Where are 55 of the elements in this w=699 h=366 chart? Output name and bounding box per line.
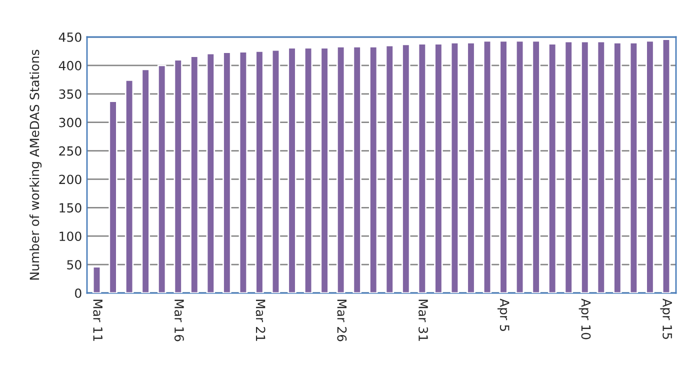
bar (450, 42, 460, 293)
bar (190, 56, 199, 293)
bar (320, 47, 329, 293)
x-tick-label: Mar 26 (337, 300, 347, 342)
bar (596, 40, 606, 293)
bar (548, 43, 557, 293)
bar (466, 42, 476, 293)
bar (336, 46, 346, 293)
bar (482, 40, 492, 293)
bar (629, 42, 638, 293)
bar (564, 40, 573, 293)
bar (402, 44, 410, 293)
bar (580, 40, 590, 293)
y-tick-label: 300 (59, 118, 82, 128)
x-tick-label: Mar 16 (174, 300, 184, 342)
y-tick-label: 400 (58, 60, 82, 70)
x-tick-label: Apr 15 (660, 298, 672, 339)
bar (108, 100, 118, 293)
bar (646, 40, 654, 293)
bar (206, 52, 216, 293)
bar (304, 47, 313, 293)
bar (271, 49, 280, 293)
bar (124, 80, 134, 293)
bar (141, 68, 150, 293)
y-tick-label: 50 (67, 260, 82, 270)
bar (418, 43, 427, 293)
y-tick-label: 150 (60, 203, 82, 213)
y-tick-label: 200 (59, 174, 82, 184)
bar (434, 43, 443, 293)
y-tick-label: 100 (60, 232, 82, 242)
bar (613, 42, 622, 293)
x-tick-label: Apr 5 (497, 298, 510, 332)
y-tick-label: 250 (59, 146, 82, 156)
bar (532, 40, 540, 293)
y-tick-label: 450 (58, 32, 82, 42)
y-tick-label: 350 (59, 89, 82, 99)
bar (222, 52, 232, 293)
bar (92, 266, 102, 293)
bar (157, 64, 166, 293)
x-tick-label: Mar 11 (93, 300, 102, 341)
y-tick-label: 0 (75, 288, 82, 298)
bar (515, 40, 524, 293)
bar (385, 44, 394, 293)
x-tick-label: Mar 31 (418, 300, 428, 341)
bar (288, 47, 296, 293)
bar (662, 38, 671, 293)
bar (352, 46, 362, 293)
bar (499, 40, 508, 293)
bar (238, 51, 248, 293)
bar (369, 46, 378, 293)
x-tick-label: Apr 10 (578, 298, 591, 340)
x-tick-label: Mar 21 (256, 300, 266, 341)
bar (255, 50, 264, 293)
y-axis-title: Number of working AMeDAS Stations (30, 50, 42, 280)
bar (174, 59, 182, 293)
